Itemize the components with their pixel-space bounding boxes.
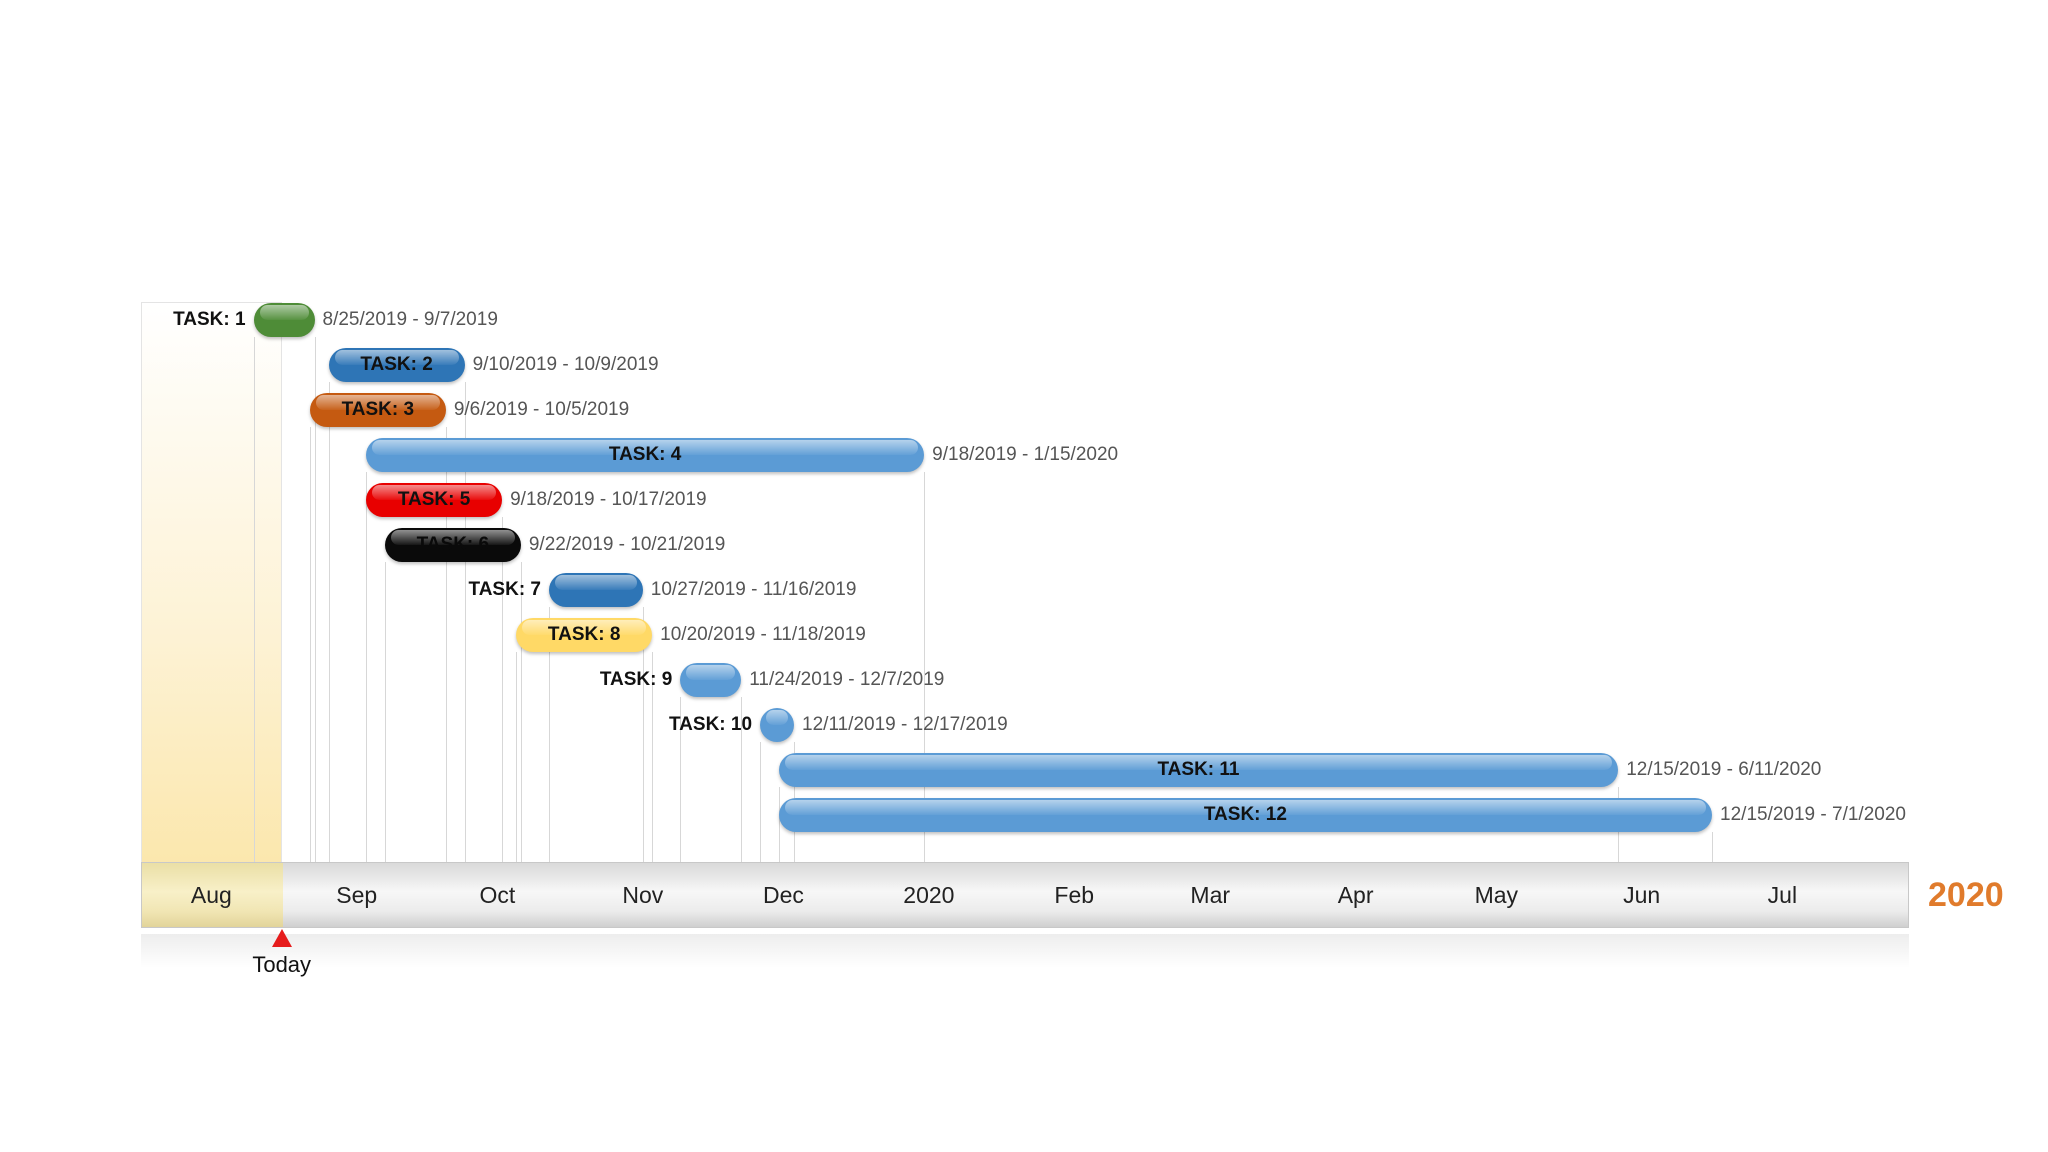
axis-current-month-highlight — [142, 863, 283, 927]
guide-line — [741, 697, 742, 862]
task-bar[interactable] — [680, 663, 742, 697]
task-bar[interactable]: TASK: 8 — [516, 618, 653, 652]
task-date-range: 12/15/2019 - 6/11/2020 — [1626, 759, 1822, 780]
guide-line — [465, 382, 466, 862]
task-name: TASK: 6 — [416, 534, 490, 555]
guide-line — [760, 742, 761, 862]
task-bar[interactable] — [253, 303, 315, 337]
today-marker-icon — [271, 929, 292, 947]
task-name: TASK: 3 — [341, 399, 415, 420]
month-label: Jul — [1767, 882, 1798, 908]
month-label: Sep — [336, 882, 378, 908]
month-label: Oct — [479, 882, 516, 908]
task-bar[interactable]: TASK: 4 — [366, 438, 925, 472]
guide-line — [779, 787, 780, 862]
task-name: TASK: 11 — [1157, 759, 1240, 780]
task-bar[interactable]: TASK: 3 — [309, 393, 446, 427]
task-date-range: 11/24/2019 - 12/7/2019 — [749, 669, 945, 690]
guide-line — [516, 652, 517, 862]
month-label: Nov — [622, 882, 664, 908]
month-label: Mar — [1190, 882, 1231, 908]
task-bar[interactable]: TASK: 5 — [366, 483, 503, 517]
guide-line — [652, 652, 653, 862]
guide-line — [254, 337, 255, 862]
guide-line — [924, 472, 925, 862]
task-name: TASK: 2 — [360, 354, 433, 375]
task-bar[interactable] — [760, 708, 795, 742]
task-name: TASK: 8 — [547, 624, 621, 645]
task-name: TASK: 10 — [668, 714, 753, 735]
task-bar[interactable]: TASK: 12 — [778, 798, 1713, 832]
task-date-range: 12/11/2019 - 12/17/2019 — [802, 714, 1008, 735]
task-date-range: 10/20/2019 - 11/18/2019 — [660, 624, 866, 645]
task-date-range: 9/6/2019 - 10/5/2019 — [453, 399, 630, 420]
task-date-range: 9/10/2019 - 10/9/2019 — [472, 354, 659, 375]
task-name: TASK: 7 — [468, 579, 541, 600]
task-name: TASK: 4 — [608, 444, 682, 465]
guide-line — [521, 562, 522, 862]
task-bar[interactable]: TASK: 6 — [384, 528, 521, 562]
guide-line — [549, 607, 550, 862]
month-label: Apr — [1337, 882, 1374, 908]
task-bar[interactable]: TASK: 2 — [328, 348, 465, 382]
task-bar[interactable]: TASK: 11 — [778, 753, 1619, 787]
current-month-highlight — [141, 302, 282, 864]
month-label: 2020 — [903, 882, 955, 908]
task-name: TASK: 5 — [397, 489, 471, 510]
guide-line — [310, 427, 311, 862]
guide-line — [779, 832, 780, 862]
task-date-range: 9/18/2019 - 1/15/2020 — [932, 444, 1119, 465]
task-date-range: 9/18/2019 - 10/17/2019 — [510, 489, 707, 510]
guide-line — [643, 607, 644, 862]
guide-line — [329, 382, 330, 862]
guide-line — [446, 427, 447, 862]
task-bar[interactable] — [549, 573, 643, 607]
guide-line — [315, 337, 316, 862]
timeline-axis — [141, 862, 1909, 928]
month-label: Aug — [190, 882, 232, 908]
task-name: TASK: 9 — [599, 669, 673, 690]
guide-line — [1712, 832, 1713, 862]
task-date-range: 12/15/2019 - 7/1/2020 — [1720, 804, 1906, 825]
month-label: Jun — [1623, 882, 1661, 908]
task-date-range: 8/25/2019 - 9/7/2019 — [322, 309, 498, 330]
task-date-range: 10/27/2019 - 11/16/2019 — [650, 579, 857, 600]
today-label: Today — [252, 952, 312, 977]
year-label: 2020 — [1928, 876, 2004, 914]
month-label: May — [1474, 882, 1519, 908]
guide-line — [385, 562, 386, 862]
guide-line — [502, 517, 503, 862]
guide-line — [680, 697, 681, 862]
month-label: Feb — [1054, 882, 1095, 908]
task-name: TASK: 1 — [173, 309, 246, 330]
guide-line — [366, 517, 367, 862]
month-label: Dec — [763, 882, 804, 908]
task-name: TASK: 12 — [1203, 804, 1287, 825]
task-date-range: 9/22/2019 - 10/21/2019 — [528, 534, 726, 555]
axis-shadow — [141, 934, 1909, 968]
